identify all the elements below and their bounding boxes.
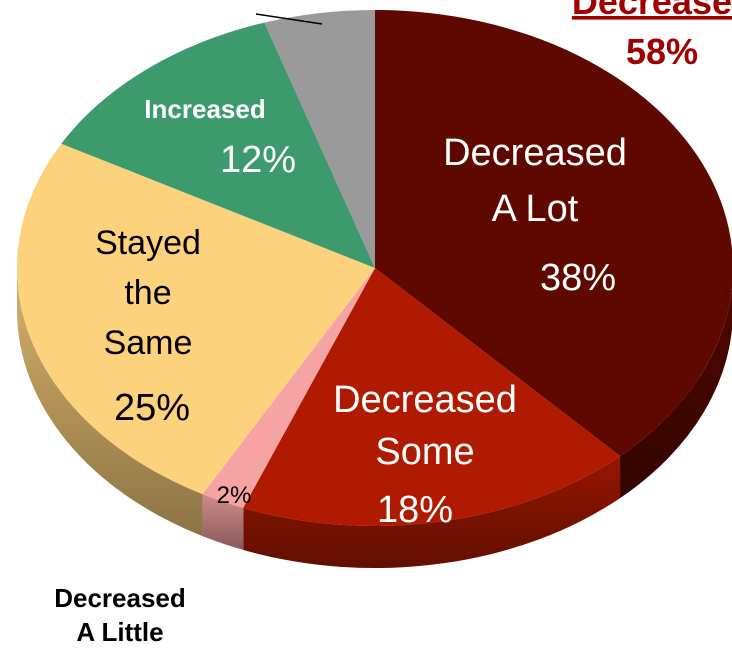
slice [61,22,376,269]
value-label: 18% [377,489,453,531]
slice [264,10,375,268]
slice-label: Increased [144,94,265,124]
slice-label: Decreased Some [333,379,517,473]
annotation: Decrease [572,0,732,22]
slice [243,268,621,526]
slice-side-shade [202,494,244,550]
slice [375,10,732,457]
pie-tops [17,10,732,526]
slice-label: Stayed the Same [95,224,201,362]
value-label: 12% [220,139,296,181]
value-label: 2% [217,482,252,509]
slice-side-shade [243,456,621,568]
leader-line [255,13,323,25]
slice-side-shade [17,268,203,537]
slice [17,143,376,495]
annotation: 58% [626,31,698,72]
pie-sides [17,268,732,568]
value-label: 38% [540,257,616,299]
value-label: 25% [114,387,190,429]
slice-label: Decreased A Little [54,583,186,647]
slice-side-shade [620,286,732,499]
slice-label: Decreased A Lot [443,132,627,230]
labels: Decreased A Lot 38% Decreased Some 18% Decreas… [54,94,627,647]
slice [202,268,375,508]
